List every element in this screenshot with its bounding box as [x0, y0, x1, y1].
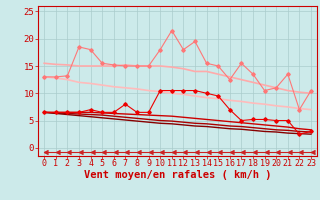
X-axis label: Vent moyen/en rafales ( km/h ): Vent moyen/en rafales ( km/h ) [84, 170, 271, 180]
